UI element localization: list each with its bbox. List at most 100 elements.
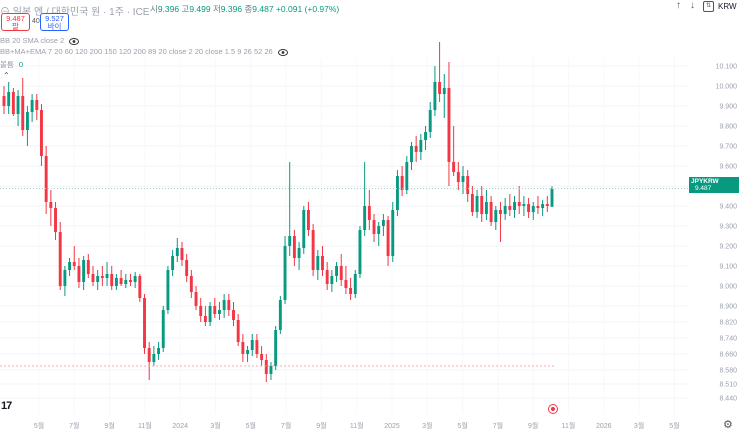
candle-body <box>475 196 479 212</box>
candle-body <box>480 196 484 214</box>
candle-body <box>77 266 81 282</box>
candle-body <box>522 204 526 206</box>
indicator-ma[interactable]: BB+MA+EMA 7 20 60 120 200 150 120 200 89… <box>0 47 288 56</box>
indicator-volume[interactable]: 볼륨 0 <box>0 59 23 70</box>
eye-icon[interactable] <box>277 48 288 56</box>
candle-body <box>246 350 250 354</box>
candle-body <box>161 310 165 348</box>
y-tick-label: 8.820 <box>719 320 737 327</box>
x-tick-label: 9월 <box>316 421 326 430</box>
x-tick-label: 11월 <box>562 421 576 430</box>
y-tick-label: 10.100 <box>716 64 738 71</box>
y-tick-label: 9.600 <box>719 164 737 171</box>
candle-body <box>100 276 104 278</box>
candle-body <box>166 270 170 310</box>
x-tick-label: 7월 <box>281 421 291 430</box>
y-tick-label: 8.580 <box>719 368 737 375</box>
arrow-up-icon[interactable]: ↑ <box>676 0 681 11</box>
candle-body <box>424 132 427 140</box>
indicator-ma-label: BB+MA+EMA 7 20 60 120 200 150 120 200 89… <box>0 47 273 56</box>
y-tick-label: 9.300 <box>719 224 737 231</box>
candle-body <box>227 300 231 310</box>
candle-body <box>105 274 109 278</box>
candle-body <box>241 342 245 354</box>
record-icon[interactable] <box>548 404 558 414</box>
symbol-title[interactable]: ⊖ 일본 엔 / 대한민국 원 · 1주 · ICE <box>0 3 149 18</box>
candle-series <box>2 42 554 382</box>
candle-body <box>349 288 353 294</box>
candle-body <box>499 210 502 214</box>
arrow-down-icon[interactable]: ↓ <box>690 0 695 11</box>
candle-body <box>138 276 142 298</box>
candle-body <box>16 96 20 114</box>
candle-body <box>218 310 221 314</box>
y-tick-label: 9.800 <box>719 124 737 131</box>
candle-body <box>7 92 11 106</box>
candle-body <box>302 210 306 248</box>
candle-body <box>255 340 259 354</box>
high-label: 고 <box>181 4 190 14</box>
y-tick-label: 8.440 <box>719 396 737 403</box>
candle-body <box>180 248 184 260</box>
indicator-volume-label: 볼륨 <box>0 60 14 69</box>
candle-body <box>171 256 175 270</box>
candle-body <box>157 348 161 354</box>
candle-body <box>452 162 456 172</box>
x-tick-label: 2024 <box>172 423 188 430</box>
eye-icon[interactable] <box>69 37 80 45</box>
candle-body <box>133 276 137 282</box>
candle-body <box>49 202 53 208</box>
indicator-bb[interactable]: BB 20 SMA close 2 <box>0 36 80 45</box>
candle-body <box>208 306 212 322</box>
open-value: 9.396 <box>157 4 180 14</box>
price-tag-value: 9.487 <box>695 185 712 192</box>
candle-body <box>358 230 362 274</box>
candle-body <box>438 82 442 94</box>
candle-body <box>35 100 39 110</box>
currency-menu-icon[interactable]: ⇅ <box>703 1 714 12</box>
candle-body <box>335 266 338 276</box>
x-tick-label: 3월 <box>422 421 432 430</box>
price-tag-countdown: 2d 19h <box>719 192 739 200</box>
candle-body <box>175 248 179 256</box>
candle-body <box>410 146 413 162</box>
candle-body <box>321 256 324 270</box>
candle-body <box>213 306 217 314</box>
buy-label: 바이 <box>47 22 62 31</box>
tradingview-logo[interactable]: 17 <box>1 400 12 412</box>
currency-selector[interactable]: KRW <box>718 2 737 11</box>
candle-body <box>316 256 320 270</box>
candle-body <box>400 176 404 190</box>
candle-body <box>395 176 399 210</box>
x-tick-label: 5월 <box>669 421 679 430</box>
candle-body <box>414 146 418 152</box>
y-tick-label: 10.000 <box>716 84 738 91</box>
x-tick-label: 3월 <box>210 421 220 430</box>
current-price-tag: JPYKRW 9.487 2d 19h <box>689 177 739 200</box>
candle-body <box>25 112 29 130</box>
chart-grid <box>0 58 688 414</box>
candle-body <box>536 206 540 208</box>
candle-body <box>63 270 67 286</box>
candle-body <box>470 194 474 212</box>
candle-body <box>147 348 151 362</box>
y-tick-label: 9.200 <box>719 244 737 251</box>
candle-body <box>292 236 296 258</box>
candle-body <box>353 274 357 294</box>
candle-body <box>54 208 57 232</box>
settings-gear-icon[interactable]: ⚙ <box>723 419 733 431</box>
x-tick-label: 11월 <box>350 421 364 430</box>
change-value: +0.091 (+0.97%) <box>275 4 340 14</box>
sell-button[interactable]: 9.487 팔 <box>1 13 30 31</box>
collapse-icon[interactable]: ⌃ <box>3 71 10 80</box>
close-value: 9.487 <box>252 4 274 14</box>
candle-body <box>484 202 488 214</box>
candle-body <box>405 162 409 190</box>
x-tick-label: 7월 <box>69 421 79 430</box>
y-tick-label: 8.510 <box>719 382 737 389</box>
candle-body <box>264 360 268 374</box>
buy-button[interactable]: 9.527 바이 <box>40 13 69 31</box>
x-tick-label: 3월 <box>634 421 644 430</box>
indicator-bb-label: BB 20 SMA close 2 <box>0 36 65 45</box>
